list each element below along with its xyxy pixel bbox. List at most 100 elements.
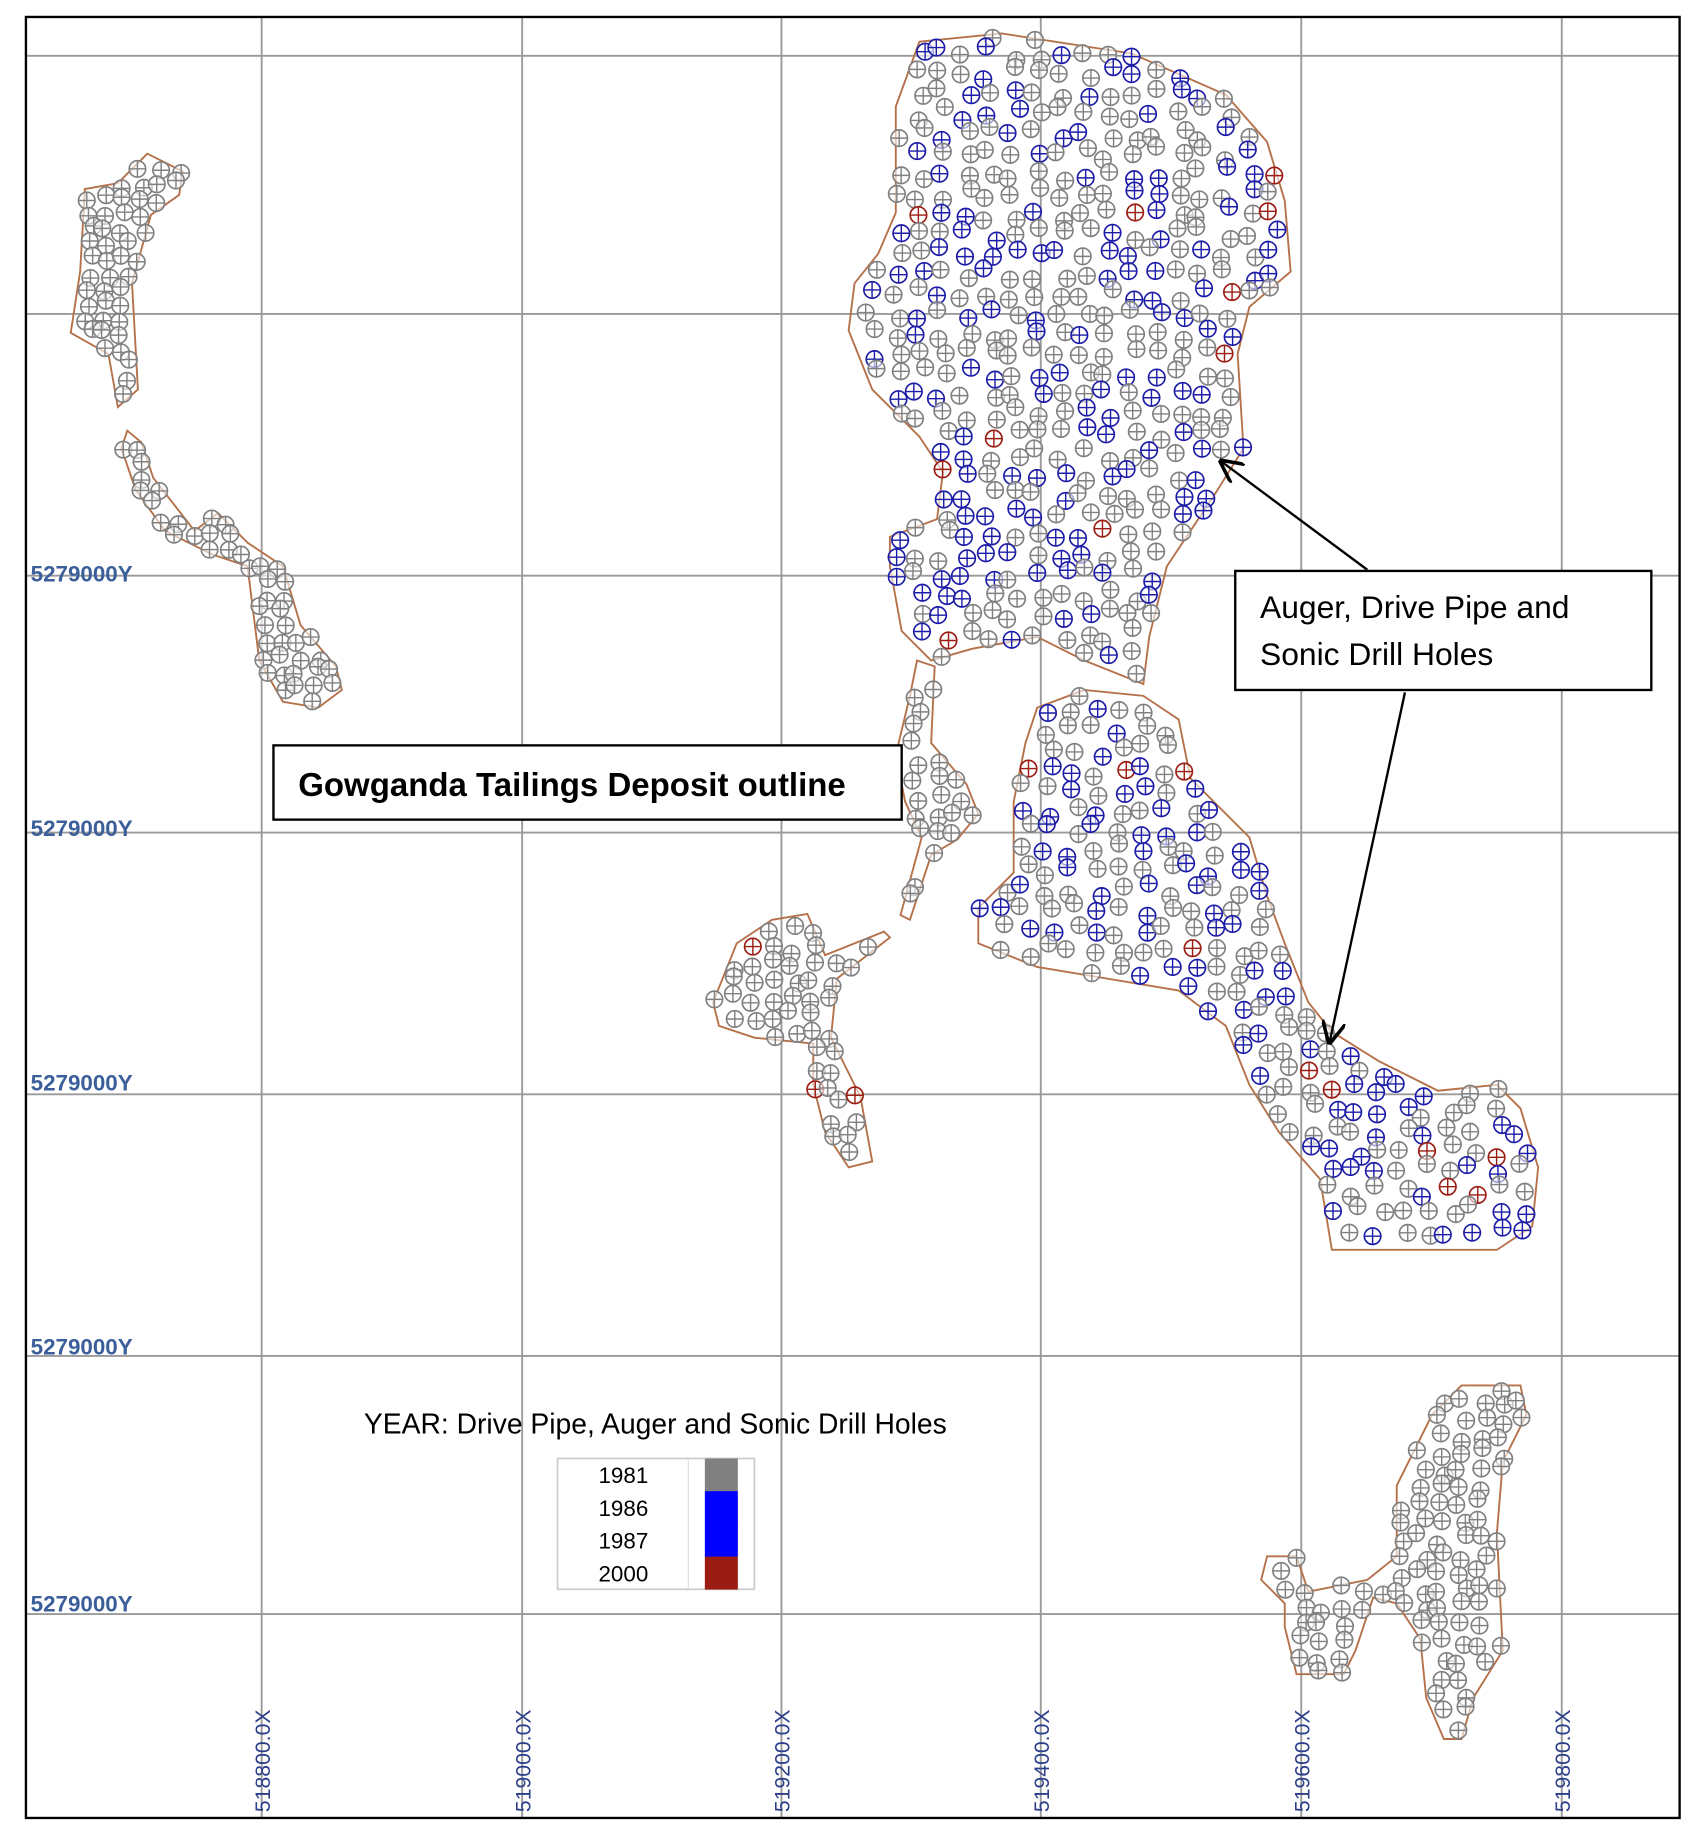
hole-cross xyxy=(977,545,995,562)
deposit-outline xyxy=(847,32,1292,686)
hole-cross xyxy=(1078,399,1095,416)
drill-hole xyxy=(954,527,973,547)
drill-hole xyxy=(1363,1227,1382,1246)
drill-hole xyxy=(1058,858,1077,877)
drill-hole xyxy=(113,384,133,404)
drill-hole xyxy=(1352,1147,1371,1166)
hole-cross xyxy=(964,325,981,343)
hole-cross xyxy=(1193,98,1211,115)
hole-cross xyxy=(953,221,971,238)
hole-cross xyxy=(1349,1197,1366,1215)
drill-hole xyxy=(1426,1562,1446,1581)
drill-hole xyxy=(1082,604,1101,624)
drill-hole xyxy=(1080,304,1099,324)
hole-cross xyxy=(943,804,961,821)
drill-hole xyxy=(942,803,962,822)
drill-hole xyxy=(999,290,1018,309)
drill-hole xyxy=(974,70,993,89)
hole-cross xyxy=(1030,547,1047,564)
hole-cross xyxy=(1002,146,1019,164)
hole-cross xyxy=(980,630,997,648)
drill-hole xyxy=(166,171,186,190)
drill-hole xyxy=(780,956,799,975)
drill-hole xyxy=(1157,783,1176,803)
hole-cross xyxy=(1514,1222,1531,1239)
hole-cross xyxy=(1452,1445,1470,1463)
drill-hole xyxy=(998,169,1017,188)
hole-cross xyxy=(1173,81,1191,98)
hole-cross xyxy=(1319,1176,1336,1193)
drill-hole xyxy=(956,506,975,525)
hole-cross xyxy=(1082,504,1100,521)
drill-hole xyxy=(1237,226,1257,246)
drill-hole xyxy=(1194,279,1214,298)
drill-hole xyxy=(1058,269,1077,288)
hole-cross xyxy=(971,900,989,917)
drill-hole xyxy=(1463,1223,1482,1242)
drill-hole xyxy=(954,450,973,469)
hole-cross xyxy=(1447,1205,1465,1223)
drill-hole xyxy=(867,260,887,279)
drill-hole xyxy=(1117,460,1136,479)
drill-hole xyxy=(1376,1203,1395,1222)
hole-cross xyxy=(1147,543,1165,560)
hole-cross xyxy=(152,161,170,179)
drill-hole xyxy=(1007,589,1027,608)
drill-hole xyxy=(1064,894,1084,913)
hole-cross xyxy=(1302,1041,1319,1058)
hole-cross xyxy=(1007,399,1024,416)
drill-hole xyxy=(905,688,924,707)
drill-hole xyxy=(111,296,130,315)
hole-cross xyxy=(96,339,114,357)
drill-hole xyxy=(1193,97,1212,116)
hole-cross xyxy=(1198,339,1216,356)
hole-cross xyxy=(1408,1442,1426,1459)
hole-cross xyxy=(1188,824,1206,841)
drill-hole xyxy=(1412,1610,1431,1630)
hole-cross xyxy=(1001,271,1019,288)
hole-cross xyxy=(1235,1001,1253,1019)
deposit-outline xyxy=(977,689,1540,1251)
deposit-outline xyxy=(712,912,892,1169)
drill-hole xyxy=(930,222,949,241)
drill-hole xyxy=(1488,1428,1507,1447)
drill-hole xyxy=(962,179,981,198)
hole-cross xyxy=(1088,902,1105,920)
drill-hole xyxy=(96,236,116,255)
hole-cross xyxy=(97,186,115,204)
hole-cross xyxy=(952,793,970,810)
drill-hole xyxy=(892,224,911,243)
hole-cross xyxy=(760,923,778,940)
hole-cross xyxy=(1079,419,1096,436)
hole-cross xyxy=(1274,1043,1292,1060)
hole-cross xyxy=(1191,305,1208,322)
drill-hole xyxy=(937,586,957,606)
drill-hole xyxy=(1504,1125,1524,1144)
drill-hole xyxy=(1174,330,1193,349)
drill-hole xyxy=(1134,943,1153,962)
hole-cross xyxy=(1038,815,1055,833)
hole-cross xyxy=(129,160,146,178)
drill-hole xyxy=(1069,287,1088,306)
drill-hole xyxy=(1434,1700,1453,1719)
drill-hole xyxy=(1309,1632,1328,1651)
hole-cross xyxy=(1427,1583,1445,1601)
drill-hole xyxy=(1198,1002,1218,1021)
drill-hole xyxy=(904,714,923,733)
drill-hole xyxy=(1449,1721,1468,1740)
hole-cross xyxy=(1053,585,1070,603)
drill-hole xyxy=(1272,1561,1291,1580)
drill-hole xyxy=(1143,522,1162,541)
hole-cross xyxy=(848,1114,865,1131)
drill-hole xyxy=(1433,1225,1452,1244)
drill-hole xyxy=(1216,117,1235,137)
drill-hole xyxy=(1077,398,1096,417)
hole-cross xyxy=(1139,907,1156,925)
drill-hole xyxy=(910,342,929,361)
drill-hole xyxy=(1163,856,1183,875)
hole-cross xyxy=(1259,183,1276,200)
drill-hole xyxy=(1230,885,1249,905)
hole-cross xyxy=(268,560,286,578)
drill-hole xyxy=(1101,408,1120,428)
drill-hole xyxy=(1122,47,1141,66)
